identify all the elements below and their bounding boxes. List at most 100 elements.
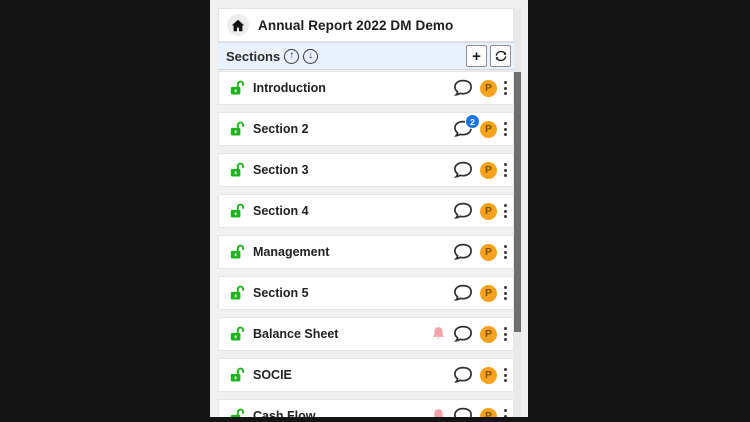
row-actions: P: [453, 366, 509, 384]
dot: [504, 286, 507, 289]
unlocked-lock-icon: [229, 408, 245, 417]
alert-bell-icon: [431, 326, 446, 342]
section-name: Section 5: [253, 286, 309, 300]
unlocked-lock-icon: [229, 367, 245, 383]
section-name: Section 4: [253, 204, 309, 218]
dot: [504, 291, 507, 295]
document-title: Annual Report 2022 DM Demo: [258, 17, 454, 33]
section-row[interactable]: Balance Sheet P: [218, 317, 514, 351]
section-name: Introduction: [253, 81, 326, 95]
row-menu-button[interactable]: [504, 202, 509, 220]
dot: [504, 373, 507, 377]
row-actions: P: [431, 407, 509, 417]
move-down-icon[interactable]: ↓: [303, 48, 319, 64]
row-actions: P: [453, 202, 509, 220]
section-name: SOCIE: [253, 368, 292, 382]
section-row[interactable]: SOCIE P: [218, 358, 514, 392]
comments-button[interactable]: [453, 79, 473, 97]
dot: [504, 204, 507, 207]
row-actions: P: [453, 79, 509, 97]
dot: [504, 250, 507, 254]
unlocked-lock-icon: [229, 162, 245, 178]
row-menu-button[interactable]: [504, 120, 509, 138]
dot: [504, 174, 507, 177]
comments-button[interactable]: [453, 366, 473, 384]
section-row[interactable]: Section 2 2 P: [218, 112, 514, 146]
dot: [504, 209, 507, 213]
dot: [504, 327, 507, 330]
section-name: Balance Sheet: [253, 327, 339, 341]
dot: [504, 122, 507, 125]
title-bar: Annual Report 2022 DM Demo: [218, 8, 514, 42]
section-list: Introduction P Section 2: [218, 71, 514, 417]
presence-badge: P: [480, 79, 497, 97]
row-actions: P: [431, 325, 509, 343]
dot: [504, 133, 507, 136]
section-row[interactable]: Management P: [218, 235, 514, 269]
dot: [504, 163, 507, 166]
dot: [504, 332, 507, 336]
presence-badge: P: [480, 325, 497, 343]
refresh-button[interactable]: [490, 45, 511, 67]
section-name: Management: [253, 245, 330, 259]
row-actions: P: [453, 243, 509, 261]
section-row[interactable]: Section 4 P: [218, 194, 514, 228]
dot: [504, 215, 507, 218]
dot: [504, 297, 507, 300]
unlocked-lock-icon: [229, 203, 245, 219]
section-row[interactable]: Introduction P: [218, 71, 514, 105]
move-up-icon[interactable]: ↑: [284, 48, 300, 64]
unlocked-lock-icon: [229, 285, 245, 301]
row-menu-button[interactable]: [504, 161, 509, 179]
unlocked-lock-icon: [229, 121, 245, 137]
comments-button[interactable]: [453, 202, 473, 220]
scrollbar-track: [514, 8, 521, 417]
presence-badge: P: [480, 284, 497, 302]
comment-count-badge: 2: [466, 115, 479, 128]
sections-card: Annual Report 2022 DM Demo Sections ↑ ↓ …: [218, 8, 514, 417]
document-sections-panel: Annual Report 2022 DM Demo Sections ↑ ↓ …: [210, 0, 528, 417]
section-row[interactable]: Section 5 P: [218, 276, 514, 310]
presence-badge: P: [480, 161, 497, 179]
row-menu-button[interactable]: [504, 284, 509, 302]
comments-button[interactable]: [453, 161, 473, 179]
refresh-icon: [494, 49, 508, 63]
scrollbar-thumb[interactable]: [514, 72, 521, 332]
dot: [504, 127, 507, 131]
comments-button[interactable]: [453, 325, 473, 343]
presence-badge: P: [480, 120, 497, 138]
row-menu-button[interactable]: [504, 366, 509, 384]
comments-button[interactable]: [453, 284, 473, 302]
section-row[interactable]: Section 3 P: [218, 153, 514, 187]
dot: [504, 245, 507, 248]
alert-bell-icon: [431, 408, 446, 417]
row-actions: P: [453, 161, 509, 179]
dot: [504, 379, 507, 382]
section-name: Section 3: [253, 163, 309, 177]
row-menu-button[interactable]: [504, 79, 509, 97]
section-row[interactable]: Cash Flow P: [218, 399, 514, 417]
presence-badge: P: [480, 407, 497, 417]
sections-heading: Sections: [226, 48, 281, 64]
row-menu-button[interactable]: [504, 243, 509, 261]
row-menu-button[interactable]: [504, 325, 509, 343]
dot: [504, 92, 507, 95]
presence-badge: P: [480, 366, 497, 384]
home-button[interactable]: [227, 14, 249, 36]
section-name: Section 2: [253, 122, 309, 136]
dot: [504, 86, 507, 90]
add-section-button[interactable]: +: [466, 45, 487, 67]
row-actions: P: [453, 284, 509, 302]
dot: [504, 338, 507, 341]
dot: [504, 81, 507, 84]
comments-button[interactable]: 2: [453, 115, 479, 138]
unlocked-lock-icon: [229, 326, 245, 342]
comments-button[interactable]: [453, 243, 473, 261]
presence-badge: P: [480, 202, 497, 220]
row-menu-button[interactable]: [504, 407, 509, 417]
dot: [504, 168, 507, 172]
dot: [504, 414, 507, 417]
comments-button[interactable]: [453, 407, 473, 417]
row-actions: 2 P: [453, 115, 509, 138]
dot: [504, 409, 507, 412]
